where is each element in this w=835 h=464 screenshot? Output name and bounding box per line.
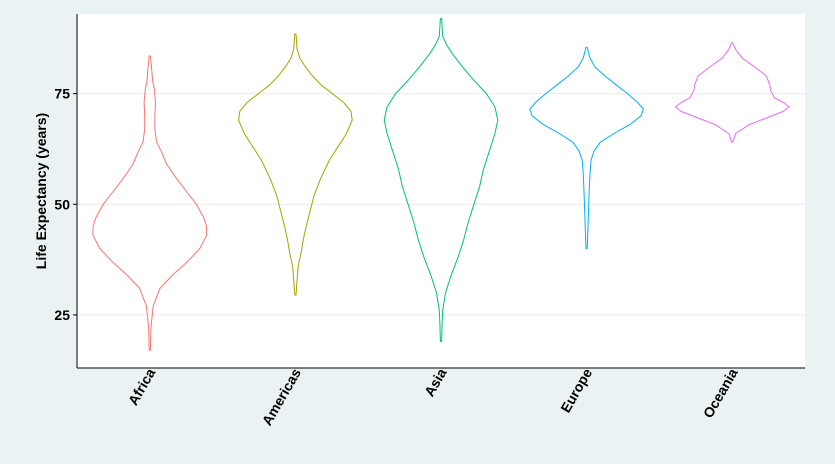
violin-oceania	[674, 42, 790, 143]
x-tick-label-americas: Americas	[259, 365, 304, 428]
violins	[92, 17, 790, 351]
x-tick-label-oceania: Oceania	[700, 365, 741, 420]
violin-americas	[238, 33, 353, 296]
y-axis-title: Life Expectancy (years)	[33, 113, 49, 269]
plot-panel	[77, 14, 805, 368]
x-tick-label-europe: Europe	[557, 365, 595, 415]
y-tick-label: 50	[54, 196, 70, 212]
y-tick-label: 25	[54, 307, 70, 323]
y-tick-label: 75	[54, 86, 70, 102]
violin-asia	[383, 17, 499, 342]
violin-africa	[92, 55, 208, 351]
x-axis-ticks: Africa Americas Asia Europe Oceania	[125, 365, 741, 428]
x-tick-label-asia: Asia	[421, 365, 450, 399]
x-tick-label-africa: Africa	[125, 365, 159, 408]
grid-lines	[77, 93, 805, 316]
violin-europe	[529, 46, 644, 249]
y-axis-ticks: 25 50 75	[54, 86, 77, 323]
